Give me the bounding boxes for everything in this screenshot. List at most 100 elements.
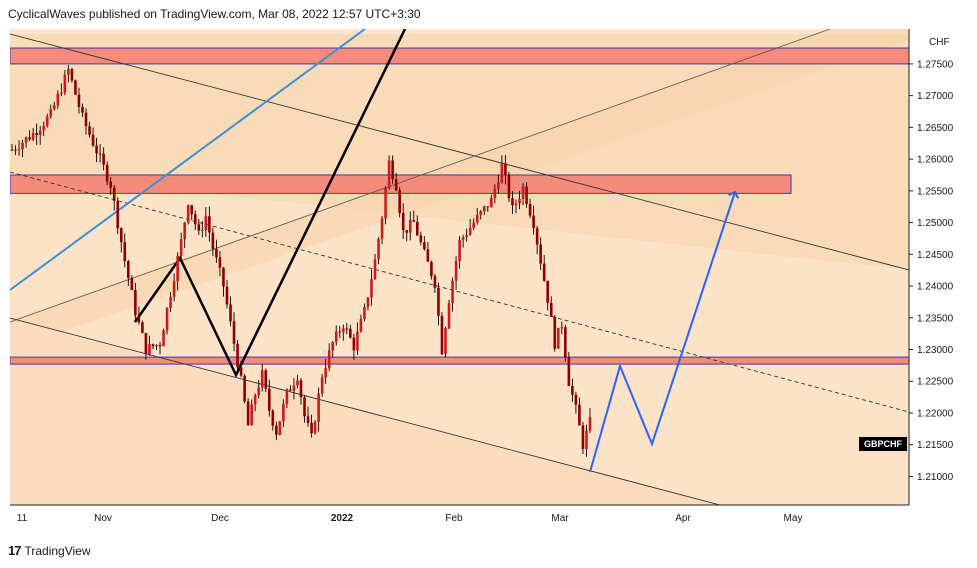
candle-body [183, 222, 186, 240]
candle-body [528, 203, 532, 216]
candle-body [468, 227, 472, 235]
candle-body [98, 153, 102, 155]
candle-body [74, 80, 77, 95]
plot-area [10, 29, 909, 505]
candle-body [56, 93, 60, 106]
candle-body [169, 296, 172, 308]
candle-body [225, 286, 229, 305]
candle-body [42, 125, 46, 131]
candle-body [408, 220, 412, 233]
candle-body [349, 328, 352, 338]
candle-body [45, 116, 49, 126]
candle-body [211, 232, 215, 249]
candle-body [500, 163, 504, 183]
candle-body [31, 133, 35, 140]
candle-body [155, 344, 158, 347]
candle-body [507, 174, 511, 199]
candle-body [518, 198, 521, 204]
candle-body [292, 385, 296, 391]
candle-body [77, 94, 81, 107]
candle-body [426, 249, 430, 262]
candle-body [246, 401, 250, 426]
candle-body [511, 198, 514, 206]
candle-body [585, 430, 588, 449]
candle-body [63, 74, 67, 93]
y-tick-label: 1.25000 [917, 218, 954, 229]
x-tick-label: May [784, 513, 803, 524]
candle-body [271, 410, 275, 426]
candle-body [581, 425, 585, 449]
candle-body [334, 331, 338, 343]
candle-body [465, 234, 468, 238]
candle-body [119, 228, 123, 243]
candle-body [482, 206, 486, 212]
candle-body [490, 197, 493, 208]
tradingview-brand[interactable]: 17 TradingView [8, 543, 91, 558]
candle-body [461, 237, 465, 240]
candle-body [144, 333, 148, 355]
candle-body [306, 416, 310, 423]
candle-body [190, 205, 194, 215]
zone-resistance-top [10, 47, 909, 65]
candle-body [250, 404, 253, 426]
y-tick-label: 1.23500 [917, 313, 954, 324]
candle-body [310, 422, 313, 434]
candle-body [275, 425, 278, 435]
candle-body [215, 248, 218, 258]
candle-body [486, 206, 490, 208]
candle-body [472, 222, 475, 228]
candle-body [105, 164, 109, 182]
candle-body [419, 235, 423, 243]
candle-body [109, 181, 112, 188]
candle-body [444, 328, 447, 355]
candle-body [327, 350, 331, 369]
candle-body [475, 214, 479, 223]
candle-body [535, 228, 539, 245]
x-tick-label: Apr [675, 513, 691, 524]
candle-body [401, 212, 405, 231]
candle-body [394, 179, 398, 191]
candle-body [239, 367, 243, 376]
candle-body [282, 403, 285, 422]
candle-body [296, 380, 299, 386]
candle-body [137, 315, 141, 323]
candle-body [423, 242, 426, 250]
candle-body [430, 261, 433, 277]
candle-body [253, 395, 257, 405]
candle-body [95, 145, 98, 154]
x-tick-label: Feb [445, 513, 463, 524]
y-tick-label: 1.26500 [917, 123, 954, 134]
zone-support [10, 356, 909, 365]
candle-body [451, 280, 454, 304]
candle-body [162, 330, 165, 347]
candle-body [81, 106, 84, 113]
candle-body [52, 105, 56, 110]
candle-body [433, 276, 437, 288]
candle-body [341, 328, 345, 333]
candle-body [17, 149, 21, 151]
candle-body [10, 149, 14, 151]
candle-body [588, 417, 592, 431]
candle-body [84, 112, 88, 127]
ascending-trendline [10, 29, 831, 323]
y-tick-label: 1.22000 [917, 408, 954, 419]
symbol-label: GBPCHF [864, 439, 903, 449]
candle-body [151, 344, 155, 347]
candle-body [352, 337, 356, 351]
candle-body [289, 389, 292, 391]
symbol-badge [859, 437, 907, 451]
candle-body [313, 421, 317, 434]
y-tick-label: 1.27000 [917, 91, 954, 102]
candle-body [208, 216, 211, 233]
publisher-caption: CyclicalWaves published on TradingView.c… [8, 7, 421, 21]
candle-body [88, 126, 91, 135]
black-wave-lines [133, 29, 407, 378]
candle-body [204, 216, 208, 231]
candle-body [67, 69, 70, 75]
y-tick-label: 1.21500 [917, 440, 954, 451]
candle-body [412, 220, 416, 222]
candle-body [28, 137, 31, 140]
candle-body [260, 370, 264, 388]
candle-body [218, 257, 222, 268]
